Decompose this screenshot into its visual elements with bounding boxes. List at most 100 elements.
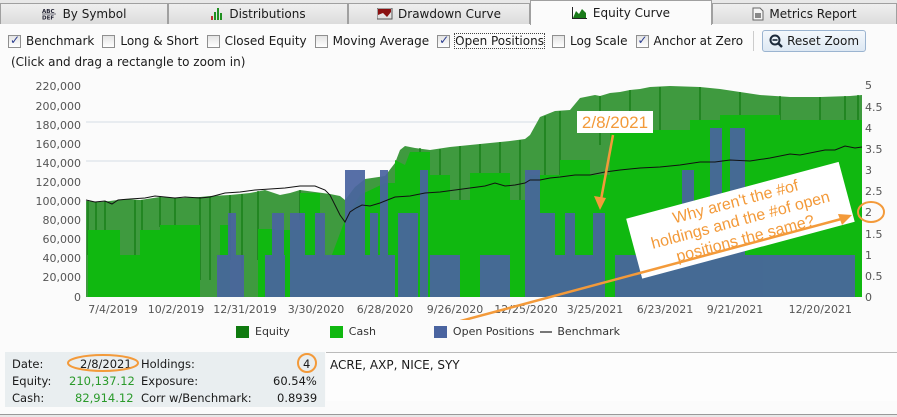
svg-text:10/2/2019: 10/2/2019 xyxy=(148,303,204,316)
svg-text:0: 0 xyxy=(865,291,872,304)
svg-text:220,000: 220,000 xyxy=(36,80,82,93)
holdings-highlight xyxy=(297,353,317,373)
chart-legend: Equity Cash Open Positions Benchmark xyxy=(236,325,660,338)
svg-text:12/31/2019: 12/31/2019 xyxy=(213,303,276,316)
svg-text:DEF: DEF xyxy=(42,16,54,21)
y-axis-right: 0 0.5 1 1.5 2 2.5 3 3.5 4 4.5 5 xyxy=(865,79,883,304)
corr-label: Corr w/Benchmark: xyxy=(141,391,252,405)
open-positions-checkbox[interactable]: Open Positions xyxy=(437,33,545,49)
svg-text:12/20/2021: 12/20/2021 xyxy=(789,303,852,316)
checkbox-box[interactable] xyxy=(206,34,220,48)
tab-by-symbol[interactable]: ABC DEF By Symbol xyxy=(0,3,168,24)
swatch xyxy=(329,325,343,338)
swatch xyxy=(236,325,249,338)
histogram-icon xyxy=(211,8,223,20)
checkbox-label: Benchmark xyxy=(26,34,95,48)
moving-average-checkbox[interactable]: Moving Average xyxy=(314,34,429,48)
svg-text:20,000: 20,000 xyxy=(43,271,82,284)
zoom-out-icon xyxy=(769,34,783,48)
svg-text:3.5: 3.5 xyxy=(865,143,883,156)
reset-zoom-button[interactable]: Reset Zoom xyxy=(762,30,867,52)
svg-text:3: 3 xyxy=(865,164,872,177)
tab-equity-curve[interactable]: Equity Curve xyxy=(530,0,712,25)
closed-equity-checkbox[interactable]: Closed Equity xyxy=(206,34,307,48)
document-icon xyxy=(752,7,764,21)
svg-text:60,000: 60,000 xyxy=(43,233,82,246)
exposure-label: Exposure: xyxy=(141,374,199,388)
cash-label: Cash: xyxy=(12,391,45,405)
legend-cash: Cash xyxy=(329,325,376,338)
benchmark-checkbox[interactable]: Benchmark xyxy=(8,33,95,48)
chart-options-toolbar: Benchmark Long & Short Closed Equity Mov… xyxy=(8,30,867,52)
svg-text:2: 2 xyxy=(865,206,872,219)
checkbox-box[interactable] xyxy=(635,33,649,48)
equity-label: Equity: xyxy=(12,374,52,388)
reset-zoom-label: Reset Zoom xyxy=(787,34,860,48)
area-chart-icon xyxy=(571,7,587,19)
exposure-value: 60.54% xyxy=(273,374,317,388)
toolbar-divider xyxy=(753,31,755,51)
date-callout: 2/8/2021 xyxy=(577,111,653,210)
svg-text:1.5: 1.5 xyxy=(865,228,883,241)
long-short-checkbox[interactable]: Long & Short xyxy=(102,34,199,48)
svg-text:7/4/2019: 7/4/2019 xyxy=(88,303,137,316)
anchor-at-zero-checkbox[interactable]: Anchor at Zero xyxy=(635,33,744,48)
svg-text:ABC: ABC xyxy=(42,9,55,15)
holdings-value: 4 xyxy=(303,357,311,371)
drawdown-icon xyxy=(377,8,393,20)
tab-metrics-report[interactable]: Metrics Report xyxy=(712,3,897,24)
svg-text:4.5: 4.5 xyxy=(865,101,883,114)
svg-text:0: 0 xyxy=(74,291,81,304)
right-axis-highlight xyxy=(857,201,885,223)
tab-label: Equity Curve xyxy=(592,6,671,20)
svg-text:4: 4 xyxy=(865,122,872,135)
checkbox-box[interactable] xyxy=(551,34,565,48)
svg-text:120,000: 120,000 xyxy=(36,176,82,189)
bottom-border xyxy=(0,414,897,417)
svg-text:140,000: 140,000 xyxy=(36,157,82,170)
svg-text:9/26/2020: 9/26/2020 xyxy=(427,303,483,316)
legend-open-positions: Open Positions xyxy=(433,325,534,338)
svg-text:12/25/2020: 12/25/2020 xyxy=(494,303,557,316)
svg-text:5: 5 xyxy=(865,79,872,92)
holdings-list[interactable]: ACRE, AXP, NICE, SYY xyxy=(326,352,897,401)
checkbox-box[interactable] xyxy=(102,34,116,48)
checkbox-box[interactable] xyxy=(314,34,328,48)
svg-text:2/8/2021: 2/8/2021 xyxy=(582,113,648,132)
zoom-hint: (Click and drag a rectangle to zoom in) xyxy=(11,55,246,69)
x-axis: 7/4/2019 10/2/2019 12/31/2019 3/30/2020 … xyxy=(88,303,852,316)
checkbox-label: Log Scale xyxy=(569,34,628,48)
checkbox-label: Long & Short xyxy=(120,34,199,48)
svg-text:100,000: 100,000 xyxy=(36,195,82,208)
tab-drawdown-curve[interactable]: Drawdown Curve xyxy=(348,3,530,24)
svg-text:200,000: 200,000 xyxy=(36,100,82,113)
date-highlight xyxy=(67,354,139,372)
tab-label: Distributions xyxy=(229,7,306,21)
svg-text:40,000: 40,000 xyxy=(43,252,82,265)
holdings-label: Holdings: xyxy=(141,357,195,371)
svg-text:6/23/2021: 6/23/2021 xyxy=(637,303,693,316)
y-axis-left: 0 20,000 40,000 60,000 80,000 100,000 12… xyxy=(36,80,82,304)
equity-curve-chart[interactable]: 0 20,000 40,000 60,000 80,000 100,000 12… xyxy=(0,0,897,320)
checkbox-box[interactable] xyxy=(437,33,451,48)
benchmark-line xyxy=(85,145,863,223)
svg-text:80,000: 80,000 xyxy=(43,214,82,227)
equity-value: 210,137.12 xyxy=(69,374,135,388)
svg-text:180,000: 180,000 xyxy=(36,119,82,132)
checkbox-box[interactable] xyxy=(8,33,21,48)
svg-text:160,000: 160,000 xyxy=(36,138,82,151)
checkbox-label: Anchor at Zero xyxy=(653,34,744,48)
legend-equity: Equity xyxy=(236,325,290,338)
date-value: 2/8/2021 xyxy=(80,357,132,371)
svg-text:9/21/2021: 9/21/2021 xyxy=(707,303,763,316)
svg-text:0.5: 0.5 xyxy=(865,270,883,283)
date-label: Date: xyxy=(12,357,44,371)
tab-label: By Symbol xyxy=(62,7,127,21)
tab-label: Drawdown Curve xyxy=(398,7,501,21)
open-positions-bars xyxy=(217,128,855,297)
tab-distributions[interactable]: Distributions xyxy=(168,3,348,24)
svg-text:6/28/2020: 6/28/2020 xyxy=(357,303,413,316)
log-scale-checkbox[interactable]: Log Scale xyxy=(551,34,628,48)
svg-text:1: 1 xyxy=(865,249,872,262)
